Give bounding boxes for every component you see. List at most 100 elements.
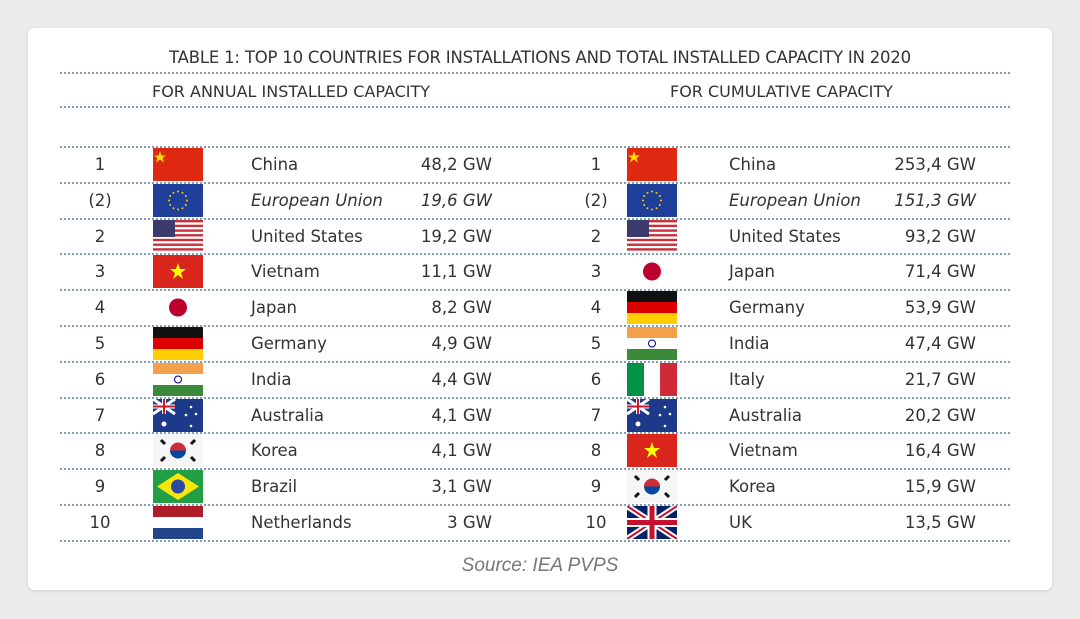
annual-table-row: 8 Korea 4,1 GW: [0, 433, 1080, 469]
eu-flag-icon: [153, 183, 203, 217]
row-divider: [60, 468, 1010, 471]
row-divider: [60, 181, 1010, 184]
rank-cell: 4: [590, 298, 602, 318]
cumulative-table-row: 5 India 47,4 GW: [0, 326, 1080, 362]
cumulative-table-row: 3 Japan 71,4 GW: [0, 254, 1080, 290]
rank-cell: (2): [88, 190, 112, 210]
cumulative-table-row: 1 China 253,4 GW: [0, 147, 1080, 183]
row-divider: [60, 504, 1010, 506]
row-divider: [60, 539, 1010, 542]
rank-cell: 6: [94, 369, 106, 389]
country-cell: Germany: [729, 298, 805, 318]
jp-flag-icon: [627, 255, 677, 289]
capacity-cell: 15,9 GW: [904, 477, 976, 497]
capacity-cell: 71,4 GW: [904, 262, 976, 282]
country-cell: Netherlands: [251, 513, 352, 532]
in-flag-icon: [153, 362, 203, 396]
cumulative-table-row: 10 UK 13,5 GW: [0, 505, 1080, 541]
row-divider: [60, 396, 1010, 399]
rank-cell: 3: [590, 262, 602, 282]
row-divider: [60, 325, 1010, 327]
annual-table-row: 6 India 4,4 GW: [0, 362, 1080, 398]
capacity-cell: 20,2 GW: [904, 405, 976, 425]
rank-cell: 8: [590, 441, 602, 461]
in-flag-icon: [627, 327, 677, 360]
country-cell: Japan: [251, 298, 298, 318]
cumulative-table-row: 6 Italy 21,7 GW: [0, 362, 1080, 398]
country-cell: Australia: [729, 405, 802, 425]
cn-flag-icon: [627, 148, 677, 181]
capacity-cell: 16,4 GW: [904, 441, 976, 461]
annual-table-row: 10 Netherlands 3 GW: [0, 505, 1080, 541]
cumulative-table-row: 9 Korea 15,9 GW: [0, 469, 1080, 505]
country-cell: Korea: [251, 441, 298, 461]
capacity-cell: 47,4 GW: [904, 334, 976, 353]
capacity-cell: 53,9 GW: [904, 298, 976, 318]
country-cell: India: [729, 334, 770, 353]
capacity-cell: 93,2 GW: [904, 226, 976, 246]
nl-flag-icon: [153, 506, 203, 539]
cumulative-table-row: 4 Germany 53,9 GW: [0, 290, 1080, 326]
capacity-cell: 253,4 GW: [894, 155, 976, 174]
annual-table-row: 1 China 48,2 GW: [0, 147, 1080, 183]
country-cell: UK: [729, 513, 752, 532]
rank-cell: 1: [94, 155, 106, 174]
au-flag-icon: [153, 398, 203, 432]
annual-table-row: 5 Germany 4,9 GW: [0, 326, 1080, 362]
us-flag-icon: [627, 219, 677, 253]
cumulative-table-row: 8 Vietnam 16,4 GW: [0, 433, 1080, 469]
capacity-cell: 3,1 GW: [431, 477, 492, 497]
kr-flag-icon: [627, 470, 677, 504]
capacity-cell: 151,3 GW: [894, 190, 976, 210]
country-cell: Germany: [251, 334, 327, 353]
de-flag-icon: [153, 327, 203, 360]
capacity-cell: 4,9 GW: [431, 334, 492, 353]
country-cell: Korea: [729, 477, 776, 497]
rank-cell: 10: [585, 513, 607, 532]
source-note: Source: IEA PVPS: [461, 555, 619, 576]
cumulative-table-row: (2) European Union 151,3 GW: [0, 183, 1080, 219]
annual-table-row: 3 Vietnam 11,1 GW: [0, 254, 1080, 290]
gb-flag-icon: [627, 506, 677, 539]
rank-cell: 6: [590, 369, 602, 389]
capacity-cell: 19,6 GW: [420, 190, 492, 210]
country-cell: European Union: [729, 190, 861, 210]
country-cell: Italy: [729, 369, 765, 389]
rank-cell: 3: [94, 262, 106, 282]
divider: [60, 106, 1010, 108]
annual-table-row: 2 United States 19,2 GW: [0, 219, 1080, 255]
vn-flag-icon: [153, 255, 203, 289]
rank-cell: 8: [94, 441, 106, 461]
capacity-cell: 11,1 GW: [420, 262, 492, 282]
rank-cell: 7: [94, 405, 106, 425]
country-cell: China: [729, 155, 777, 174]
capacity-cell: 4,4 GW: [431, 369, 492, 389]
annual-heading: FOR ANNUAL INSTALLED CAPACITY: [152, 82, 431, 101]
us-flag-icon: [153, 219, 203, 253]
country-cell: Japan: [729, 262, 776, 282]
rank-cell: 9: [590, 477, 602, 497]
rank-cell: 4: [94, 298, 106, 318]
country-cell: Vietnam: [251, 262, 320, 282]
cumulative-table-row: 7 Australia 20,2 GW: [0, 398, 1080, 434]
eu-flag-icon: [627, 183, 677, 217]
country-cell: European Union: [251, 190, 383, 210]
row-divider: [60, 432, 1010, 435]
row-divider: [60, 253, 1010, 256]
capacity-cell: 19,2 GW: [420, 226, 492, 246]
au-flag-icon: [627, 398, 677, 432]
rank-cell: 10: [89, 513, 111, 532]
rank-cell: (2): [584, 190, 608, 210]
annual-table-row: (2) European Union 19,6 GW: [0, 183, 1080, 219]
country-cell: Australia: [251, 405, 324, 425]
capacity-cell: 4,1 GW: [431, 405, 492, 425]
de-flag-icon: [627, 291, 677, 325]
rank-cell: 1: [590, 155, 602, 174]
capacity-cell: 8,2 GW: [431, 298, 492, 318]
rank-cell: 7: [590, 405, 602, 425]
kr-flag-icon: [153, 434, 203, 468]
country-cell: China: [251, 155, 299, 174]
row-divider: [60, 217, 1010, 220]
cumulative-table-row: 2 United States 93,2 GW: [0, 219, 1080, 255]
vn-flag-icon: [627, 434, 677, 468]
